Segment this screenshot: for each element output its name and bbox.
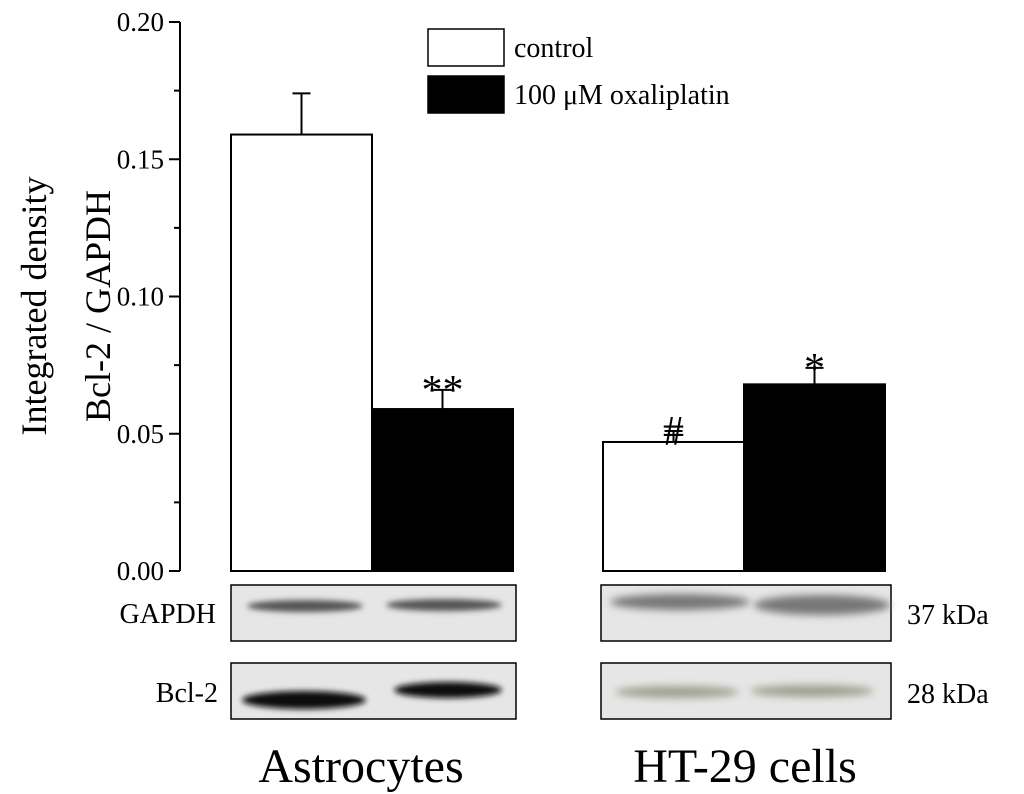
- group-label-astrocytes: Astrocytes: [258, 740, 463, 793]
- bar-control-0: [230, 133, 373, 572]
- y-tick-label: 0.15: [117, 144, 164, 174]
- y-axis-title-line-2: Bcl-2 / GAPDH: [78, 190, 118, 422]
- y-tick-label: 0.00: [117, 556, 164, 586]
- bars: [230, 92, 886, 573]
- y-axis-title-line-1: Integrated density: [14, 177, 54, 436]
- significance-marker: **: [422, 368, 464, 414]
- y-axis: 0.00 0.05 0.10 0.15 0.20: [117, 7, 181, 586]
- bar-oxaliplatin-0: [371, 408, 514, 573]
- blot-row-label-bcl2: Bcl-2: [156, 678, 218, 709]
- blot-row-label-gapdh: GAPDH: [120, 599, 216, 630]
- blot-astrocytes-bcl2: [230, 662, 517, 720]
- legend-swatch-oxaliplatin: [427, 75, 505, 114]
- legend-label-control: control: [514, 33, 594, 64]
- blot-astrocytes-gapdh: [230, 584, 517, 642]
- significance-labels: ** # *: [422, 346, 826, 455]
- bar-oxaliplatin-1: [743, 383, 886, 572]
- y-tick-label: 0.05: [117, 419, 164, 449]
- significance-marker: *: [804, 346, 825, 392]
- blot-ht29-gapdh: [600, 584, 892, 642]
- legend: control 100 μM oxaliplatin: [427, 28, 730, 114]
- y-tick-label: 0.20: [117, 7, 164, 37]
- y-tick-label: 0.10: [117, 282, 164, 312]
- blot-ht29-bcl2: [600, 662, 892, 720]
- y-axis-title: Integrated density Bcl-2 / GAPDH: [14, 177, 118, 436]
- bar-control-1: [602, 440, 745, 572]
- blot-size-bcl2: 28 kDa: [907, 679, 989, 710]
- significance-marker: #: [663, 409, 684, 455]
- western-blot-panel: GAPDH Bcl-2 37 kDa: [120, 584, 989, 720]
- legend-label-oxaliplatin: 100 μM oxaliplatin: [514, 80, 730, 111]
- group-label-ht29: HT-29 cells: [633, 740, 857, 793]
- blot-size-gapdh: 37 kDa: [907, 600, 989, 631]
- legend-swatch-control: [427, 28, 505, 67]
